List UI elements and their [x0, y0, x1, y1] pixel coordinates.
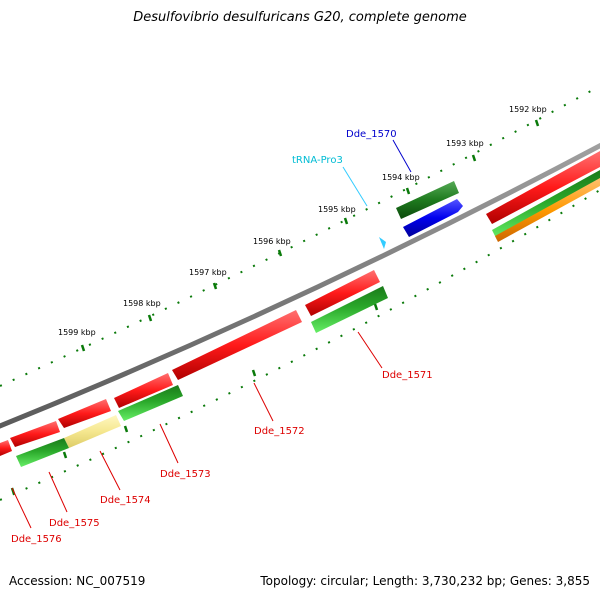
- leader-line-trna: [342, 166, 368, 207]
- scale-label: 1596 kbp: [253, 237, 291, 246]
- leader-line-dde1574: [99, 450, 121, 491]
- scale-label: 1598 kbp: [123, 299, 161, 308]
- leader-line-dde1573: [159, 423, 179, 464]
- scale-label: 1597 kbp: [189, 268, 227, 277]
- gene-label-dde1576: Dde_1576: [11, 534, 62, 545]
- gene-label-dde1574: Dde_1574: [100, 495, 151, 506]
- gene-arrow: [311, 286, 388, 333]
- leader-line-dde1572: [253, 382, 274, 422]
- gene-label-trna: tRNA-Pro3: [292, 155, 343, 166]
- leader-lines: [11, 139, 412, 529]
- leader-line-dde1570: [392, 139, 412, 173]
- topology-text: Topology: circular; Length: 3,730,232 bp…: [260, 574, 590, 588]
- leader-line-dde1575: [48, 471, 68, 513]
- reverse-strand-genes: [16, 170, 600, 467]
- accession-text: Accession: NC_007519: [9, 574, 146, 588]
- gene-label-dde1575: Dde_1575: [49, 518, 100, 529]
- scale-label: 1594 kbp: [382, 173, 420, 182]
- gene-arrow: [16, 438, 69, 467]
- leader-line-dde1571: [357, 331, 383, 369]
- scale-label: 1593 kbp: [446, 139, 484, 148]
- gene-label-dde1572: Dde_1572: [254, 426, 305, 437]
- gene-arrow: [305, 270, 380, 316]
- gene-arrow: [495, 178, 600, 242]
- gene-arrow: [118, 385, 183, 421]
- gene-arrow-blue: [403, 199, 463, 237]
- leader-line-dde1576: [11, 487, 32, 529]
- gene-label-dde1570: Dde_1570: [346, 129, 397, 140]
- trna-marker: [379, 237, 386, 249]
- gene-arrow: [0, 440, 12, 456]
- gene-label-dde1573: Dde_1573: [160, 469, 211, 480]
- gene-arrow: [114, 373, 173, 408]
- gene-arrow: [492, 170, 600, 240]
- genome-backbone: [0, 142, 600, 429]
- gene-arrow: [10, 421, 60, 447]
- forward-strand-genes: [0, 151, 600, 456]
- page-title: Desulfovibrio desulfuricans G20, complet…: [133, 10, 467, 25]
- gene-arrow: [64, 415, 121, 448]
- gene-arrow: [172, 310, 302, 380]
- gene-arrow-dde1570: [396, 181, 459, 219]
- scale-label: 1592 kbp: [509, 105, 547, 114]
- scale-label: 1595 kbp: [318, 205, 356, 214]
- outer-scale-major-ticks: [80, 119, 540, 352]
- gene-arrow: [486, 151, 600, 224]
- scale-label: 1599 kbp: [58, 328, 96, 337]
- gene-arrow: [58, 399, 111, 428]
- outer-scale-ring: [0, 85, 600, 387]
- gene-label-dde1571: Dde_1571: [382, 370, 433, 381]
